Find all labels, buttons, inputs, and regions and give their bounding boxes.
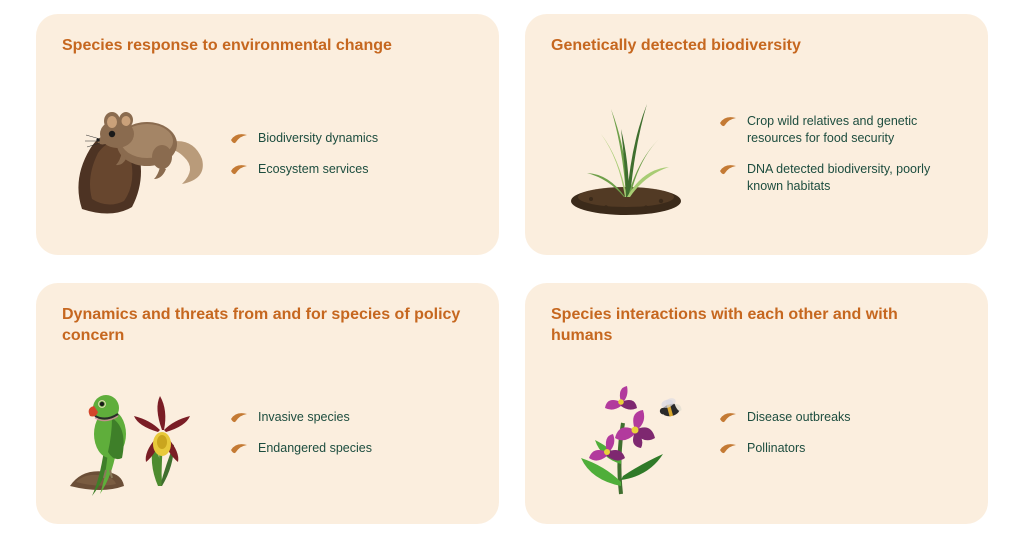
bullet-text: Biodiversity dynamics	[258, 130, 378, 147]
illustration-dormouse	[62, 89, 212, 219]
bullet-text: Invasive species	[258, 409, 350, 426]
bullet-item: Endangered species	[230, 440, 473, 457]
bullet-text: DNA detected biodiversity, poorly known …	[747, 161, 962, 195]
illustration-wheat-sprout	[551, 89, 701, 219]
bullet-text: Endangered species	[258, 440, 372, 457]
bullet-item: Pollinators	[719, 440, 962, 457]
bullet-text: Disease outbreaks	[747, 409, 851, 426]
leaf-icon	[230, 411, 248, 425]
card-species-interactions: Species interactions with each other and…	[525, 283, 988, 524]
leaf-icon	[230, 132, 248, 146]
bullet-text: Pollinators	[747, 440, 805, 457]
card-policy-threats: Dynamics and threats from and for specie…	[36, 283, 499, 524]
card-body: Biodiversity dynamics Ecosystem services	[62, 71, 473, 237]
card-body: Crop wild relatives and genetic resource…	[551, 71, 962, 237]
bullet-list: Crop wild relatives and genetic resource…	[719, 113, 962, 195]
bullet-item: Invasive species	[230, 409, 473, 426]
bullet-item: Ecosystem services	[230, 161, 473, 178]
card-genetic-biodiversity: Genetically detected biodiversity	[525, 14, 988, 255]
leaf-icon	[230, 442, 248, 456]
bullet-list: Biodiversity dynamics Ecosystem services	[230, 130, 473, 178]
card-body: Invasive species Endangered species	[62, 361, 473, 506]
card-grid: Species response to environmental change	[36, 14, 988, 524]
bullet-item: DNA detected biodiversity, poorly known …	[719, 161, 962, 195]
card-body: Disease outbreaks Pollinators	[551, 361, 962, 506]
card-title: Dynamics and threats from and for specie…	[62, 305, 473, 347]
illustration-flower-bee	[551, 368, 701, 498]
card-title: Species interactions with each other and…	[551, 305, 962, 347]
card-env-change: Species response to environmental change	[36, 14, 499, 255]
leaf-icon	[719, 115, 737, 129]
bullet-list: Disease outbreaks Pollinators	[719, 409, 962, 457]
bullet-list: Invasive species Endangered species	[230, 409, 473, 457]
bullet-item: Disease outbreaks	[719, 409, 962, 426]
leaf-icon	[230, 163, 248, 177]
leaf-icon	[719, 442, 737, 456]
bullet-item: Biodiversity dynamics	[230, 130, 473, 147]
leaf-icon	[719, 163, 737, 177]
leaf-icon	[719, 411, 737, 425]
card-title: Genetically detected biodiversity	[551, 36, 962, 57]
card-title: Species response to environmental change	[62, 36, 473, 57]
bullet-text: Crop wild relatives and genetic resource…	[747, 113, 962, 147]
illustration-parakeet-orchid	[62, 368, 212, 498]
bullet-item: Crop wild relatives and genetic resource…	[719, 113, 962, 147]
bullet-text: Ecosystem services	[258, 161, 368, 178]
